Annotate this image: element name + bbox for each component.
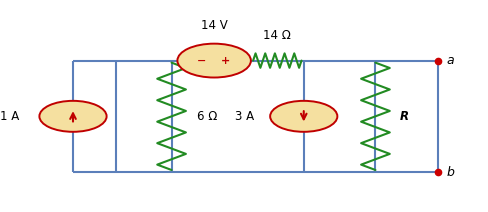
- Text: 1 A: 1 A: [0, 110, 19, 123]
- Text: +: +: [221, 56, 230, 66]
- Text: a: a: [446, 54, 454, 67]
- Circle shape: [40, 101, 106, 132]
- Text: b: b: [446, 166, 454, 179]
- Text: 3 A: 3 A: [235, 110, 254, 123]
- Text: −: −: [197, 56, 206, 66]
- Text: 14 Ω: 14 Ω: [264, 29, 291, 42]
- Text: 6 Ω: 6 Ω: [197, 110, 218, 123]
- Text: R: R: [400, 110, 408, 123]
- Circle shape: [270, 101, 337, 132]
- Circle shape: [178, 44, 251, 78]
- Text: 14 V: 14 V: [201, 19, 227, 32]
